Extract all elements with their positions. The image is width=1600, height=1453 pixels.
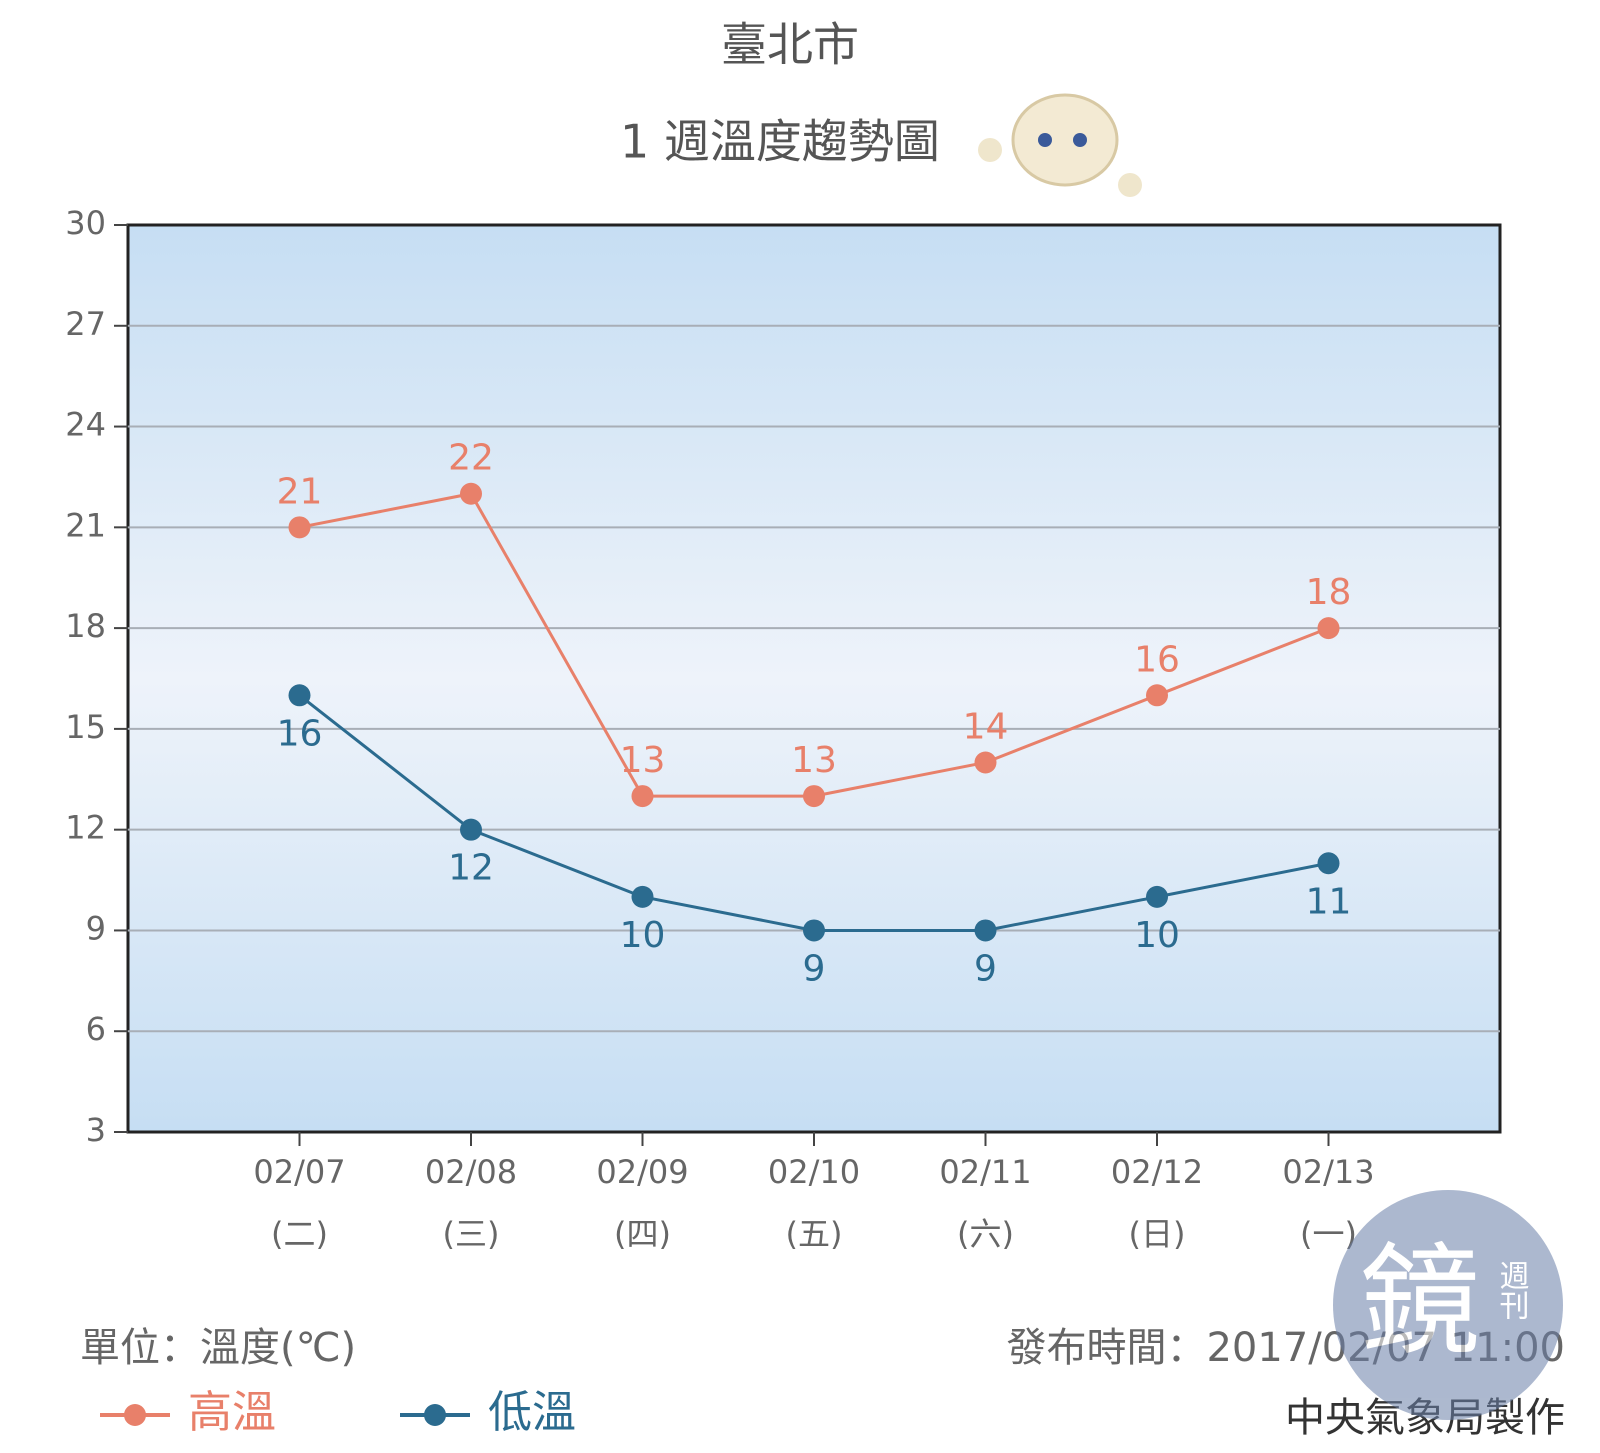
watermark-badge xyxy=(1333,1190,1563,1420)
data-point xyxy=(1146,684,1168,707)
x-tick-label: 02/13 xyxy=(1282,1153,1374,1191)
data-label: 10 xyxy=(1134,915,1180,956)
x-tick-weekday: (三) xyxy=(443,1215,500,1253)
x-tick-weekday: (四) xyxy=(614,1215,671,1253)
legend-label: 低溫 xyxy=(488,1387,576,1438)
data-point xyxy=(974,919,997,942)
x-tick-label: 02/09 xyxy=(596,1153,688,1191)
legend-marker xyxy=(124,1404,146,1426)
data-point xyxy=(974,751,997,774)
y-tick-label: 12 xyxy=(65,809,106,847)
data-label: 13 xyxy=(791,740,837,781)
data-point xyxy=(803,919,825,942)
y-tick-label: 9 xyxy=(86,909,106,947)
data-label: 9 xyxy=(974,948,997,989)
x-tick-label: 02/12 xyxy=(1111,1153,1203,1191)
y-tick-label: 15 xyxy=(65,708,106,746)
x-tick-weekday: (二) xyxy=(271,1215,328,1253)
data-point xyxy=(288,684,311,707)
watermark-text: 鏡 xyxy=(1360,1233,1480,1372)
plot-area xyxy=(126,223,1502,1134)
x-tick-weekday: (六) xyxy=(957,1215,1014,1253)
x-tick-weekday: (一) xyxy=(1300,1215,1357,1253)
x-tick-label: 02/10 xyxy=(768,1153,860,1191)
x-tick-label: 02/08 xyxy=(425,1153,517,1191)
data-point xyxy=(1317,852,1340,875)
data-point xyxy=(631,785,654,808)
y-tick-label: 27 xyxy=(65,305,106,343)
x-tick-weekday: (五) xyxy=(786,1215,843,1253)
data-label: 14 xyxy=(963,706,1009,747)
x-tick-label: 02/07 xyxy=(253,1153,345,1191)
data-label: 21 xyxy=(277,471,323,512)
chart-title: 臺北市 xyxy=(721,18,859,72)
data-label: 12 xyxy=(448,848,494,889)
y-tick-label: 24 xyxy=(65,406,106,444)
data-label: 16 xyxy=(277,713,323,754)
data-point xyxy=(460,818,482,841)
data-point xyxy=(631,885,654,908)
legend-label: 高溫 xyxy=(188,1387,276,1438)
data-label: 13 xyxy=(620,740,666,781)
watermark-text: 週刊 xyxy=(1494,1260,1529,1320)
y-tick-label: 3 xyxy=(86,1111,106,1149)
data-label: 22 xyxy=(448,438,494,479)
data-point xyxy=(1146,885,1168,908)
data-label: 18 xyxy=(1306,572,1352,613)
legend-marker xyxy=(424,1404,446,1426)
unit-label: 單位：溫度(℃) xyxy=(80,1325,356,1371)
data-point xyxy=(460,482,482,505)
data-label: 10 xyxy=(620,915,666,956)
data-point xyxy=(1317,617,1340,640)
x-tick-label: 02/11 xyxy=(939,1153,1031,1191)
y-tick-label: 21 xyxy=(65,506,106,544)
chart-subtitle: 1 週溫度趨勢圖 xyxy=(620,115,940,169)
mascot xyxy=(978,93,1142,197)
data-point xyxy=(803,785,825,808)
data-label: 9 xyxy=(803,948,826,989)
watermark: 鏡週刊 xyxy=(1333,1190,1563,1420)
data-point xyxy=(288,516,311,539)
y-tick-label: 30 xyxy=(65,204,106,242)
y-tick-label: 6 xyxy=(86,1010,106,1048)
y-tick-label: 18 xyxy=(65,607,106,645)
x-tick-weekday: (日) xyxy=(1129,1215,1186,1253)
data-label: 16 xyxy=(1134,639,1180,680)
data-label: 11 xyxy=(1306,881,1352,922)
